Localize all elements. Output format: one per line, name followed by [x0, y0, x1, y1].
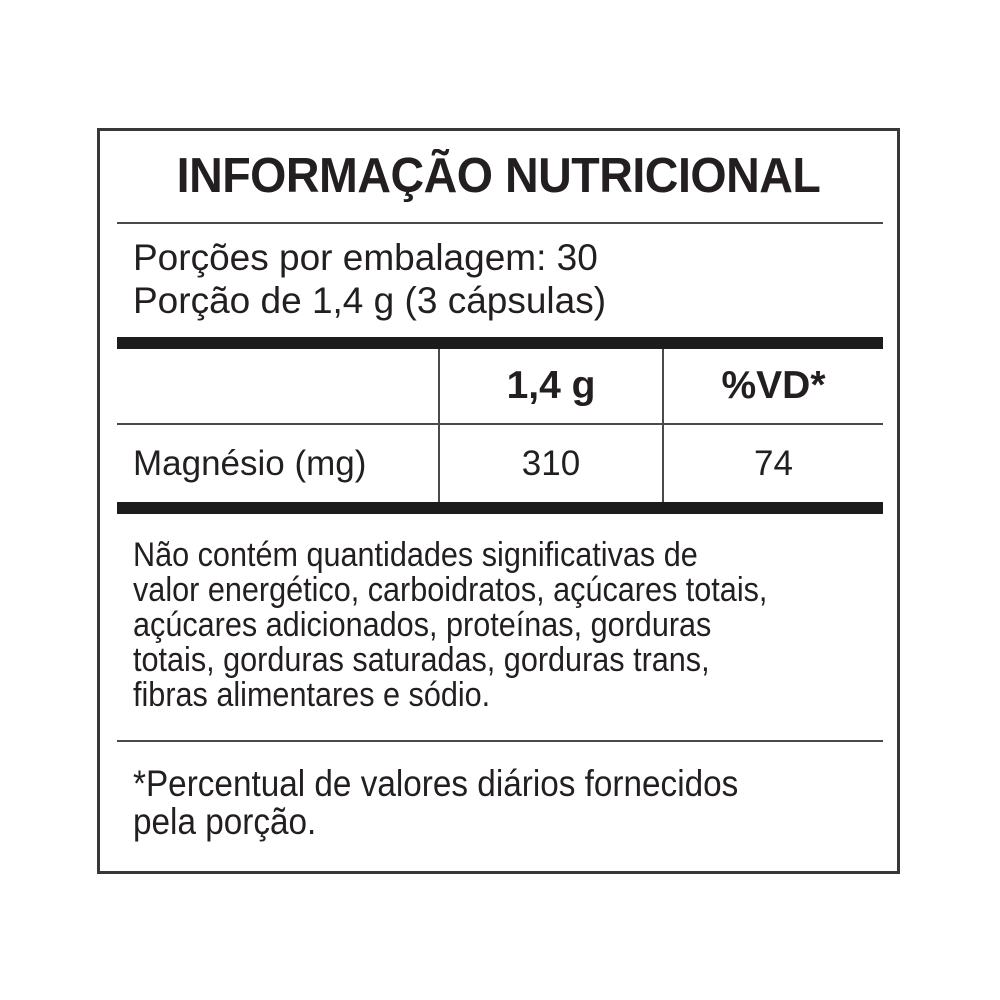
footnote-line: pela porção.: [133, 801, 317, 842]
nutrition-label: INFORMAÇÃO NUTRICIONAL Porções por embal…: [97, 128, 900, 874]
table-top-bar: [117, 337, 883, 349]
serving-info: Porções por embalagem: 30 Porção de 1,4 …: [133, 236, 606, 322]
statement-line: valor energético, carboidratos, açúcares…: [133, 571, 768, 609]
column-header-dv: %VD*: [721, 364, 826, 407]
servings-per-package: Porções por embalagem: 30: [133, 237, 598, 278]
nutrient-amount: 310: [521, 443, 581, 483]
footnote-divider: [117, 740, 883, 742]
header-row-divider: [117, 423, 883, 425]
no-significant-statement: Não contém quantidades significativas de…: [133, 538, 767, 713]
serving-size: Porção de 1,4 g (3 cápsulas): [133, 280, 607, 321]
column-divider-2: [662, 349, 664, 502]
label-title: INFORMAÇÃO NUTRICIONAL: [176, 149, 821, 203]
title-divider: [117, 222, 883, 224]
statement-line: Não contém quantidades significativas de: [133, 536, 698, 574]
column-header-amount: 1,4 g: [506, 364, 596, 407]
column-divider-1: [438, 349, 440, 502]
statement-line: totais, gorduras saturadas, gorduras tra…: [133, 641, 710, 679]
footnote-line: *Percentual de valores diários fornecido…: [133, 763, 739, 804]
statement-line: fibras alimentares e sódio.: [133, 676, 491, 714]
footnote: *Percentual de valores diários fornecido…: [133, 765, 738, 841]
nutrient-dv: 74: [754, 443, 793, 483]
nutrient-name: Magnésio (mg): [133, 443, 367, 483]
statement-line: açúcares adicionados, proteínas, gordura…: [133, 606, 712, 644]
table-bottom-bar: [117, 502, 883, 514]
